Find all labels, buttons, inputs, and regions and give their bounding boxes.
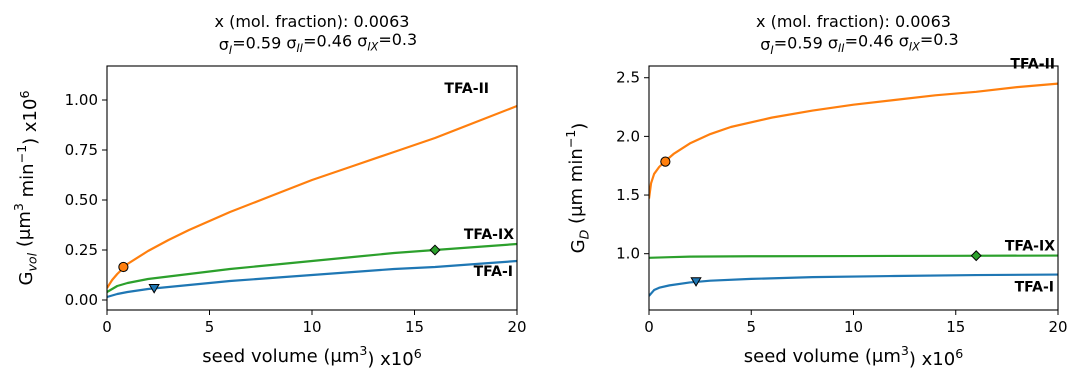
x-axis-label-part: 3 [359, 343, 367, 358]
series-label-tfa-ix: TFA-IX [1005, 239, 1055, 255]
chart-title-line2-part: IX [367, 41, 378, 54]
x-tick-label: 20 [507, 318, 526, 336]
series-line-tfa-i [107, 259, 517, 299]
x-axis-label-part: ) x10 [909, 349, 955, 370]
plot-frame [648, 65, 1059, 311]
y-axis-label-part: 3 [11, 203, 26, 211]
chart-title-line2-part: =0.3 [920, 30, 959, 49]
y-axis-label: GD (μm min−1) [563, 123, 591, 254]
chart-title-line2-part: IX [909, 41, 920, 54]
chart-title-line2: σI=0.59 σII=0.46 σIX=0.3 [760, 30, 958, 57]
x-tick-label: 0 [102, 318, 112, 336]
x-axis-label: seed volume (μm3) x106 [202, 343, 421, 370]
x-tick-label: 20 [1048, 318, 1067, 336]
chart-title-line2-part: II [838, 42, 845, 55]
y-axis-label-part: −1 [14, 145, 29, 164]
y-axis-label-part: G [568, 239, 589, 253]
x-axis-label-part: seed volume (μm [202, 346, 359, 367]
y-axis-label-part: ) [569, 123, 590, 130]
y-tick-label: 2.0 [616, 127, 640, 145]
y-axis-label-part: min [17, 163, 38, 203]
y-tick-label: 0.25 [65, 241, 98, 259]
y-axis-label-part: −1 [563, 130, 578, 149]
chart-title-line2-part: σ [219, 35, 229, 54]
marker-tfa-ix [429, 244, 441, 256]
y-axis-label-part: G [16, 272, 37, 286]
x-tick-label: 15 [405, 318, 424, 336]
chart-title-line2-part: =0.59 σ [774, 33, 838, 52]
y-axis-label-part: ) x10 [20, 99, 41, 145]
marker-tfa-ii [118, 261, 129, 273]
y-axis-label-part: vol [24, 252, 39, 271]
chart-title-line2: σI=0.59 σII=0.46 σIX=0.3 [219, 30, 417, 57]
chart-title-line2-part: =0.3 [378, 30, 417, 49]
series-label-tfa-ix: TFA-IX [464, 227, 514, 243]
chart-title-line2-part: I [770, 44, 773, 57]
chart-title-line2-part: =0.59 σ [232, 33, 296, 52]
series-label-tfa-i: TFA-I [474, 264, 513, 280]
y-axis-label-part: D [576, 229, 591, 239]
series-line-tfa-ii [649, 82, 1058, 199]
x-tick-label: 0 [644, 318, 654, 336]
x-axis-label-part: 6 [955, 346, 963, 361]
x-axis-label-part: ) x10 [367, 349, 413, 370]
x-tick-label: 10 [302, 318, 321, 336]
y-axis-label: Gvol (μm3 min−1) x106 [11, 91, 41, 286]
marker-tfa-ix [970, 250, 982, 262]
plot-frame [106, 65, 518, 311]
chart-title-line1: x (mol. fraction): 0.0063 [756, 12, 951, 31]
y-axis-label-part: (μm [14, 211, 35, 253]
series-line-tfa-i [649, 273, 1058, 297]
series-label-tfa-ii: TFA-II [1010, 57, 1055, 73]
x-tick-label: 15 [946, 318, 965, 336]
y-tick-label: 1.0 [616, 245, 640, 263]
marker-tfa-i [148, 284, 160, 294]
chart-title-line2-part: =0.46 σ [845, 32, 909, 51]
x-axis-label: seed volume (μm3) x106 [744, 343, 963, 370]
x-axis-label-part: 6 [414, 346, 422, 361]
y-tick-label: 0.50 [65, 191, 98, 209]
x-axis-label-part: seed volume (μm [744, 346, 901, 367]
series-line-tfa-ix [649, 254, 1058, 259]
y-tick-label: 2.5 [616, 69, 640, 87]
y-axis-label-part: 6 [17, 91, 32, 99]
chart-title-line2-part: σ [760, 35, 770, 54]
chart-title-line1: x (mol. fraction): 0.0063 [215, 12, 410, 31]
chart-title-line2-part: II [297, 42, 304, 55]
y-tick-label: 0.75 [65, 141, 98, 159]
marker-tfa-ii [660, 156, 671, 167]
marker-tfa-i [690, 277, 702, 287]
x-tick-label: 5 [205, 318, 215, 336]
x-axis-label-part: 3 [901, 343, 909, 358]
chart-title-line2-part: =0.46 σ [303, 32, 367, 51]
series-label-tfa-i: TFA-I [1015, 280, 1054, 296]
x-tick-label: 5 [746, 318, 756, 336]
chart-title-line2-part: I [229, 44, 232, 57]
y-tick-label: 1.00 [65, 91, 98, 109]
series-line-tfa-ix [107, 242, 517, 293]
series-label-tfa-ii: TFA-II [444, 81, 489, 97]
y-tick-label: 0.00 [65, 291, 98, 309]
y-axis-label-part: (μm min [566, 148, 587, 229]
y-tick-label: 1.5 [616, 186, 640, 204]
x-tick-label: 10 [844, 318, 863, 336]
